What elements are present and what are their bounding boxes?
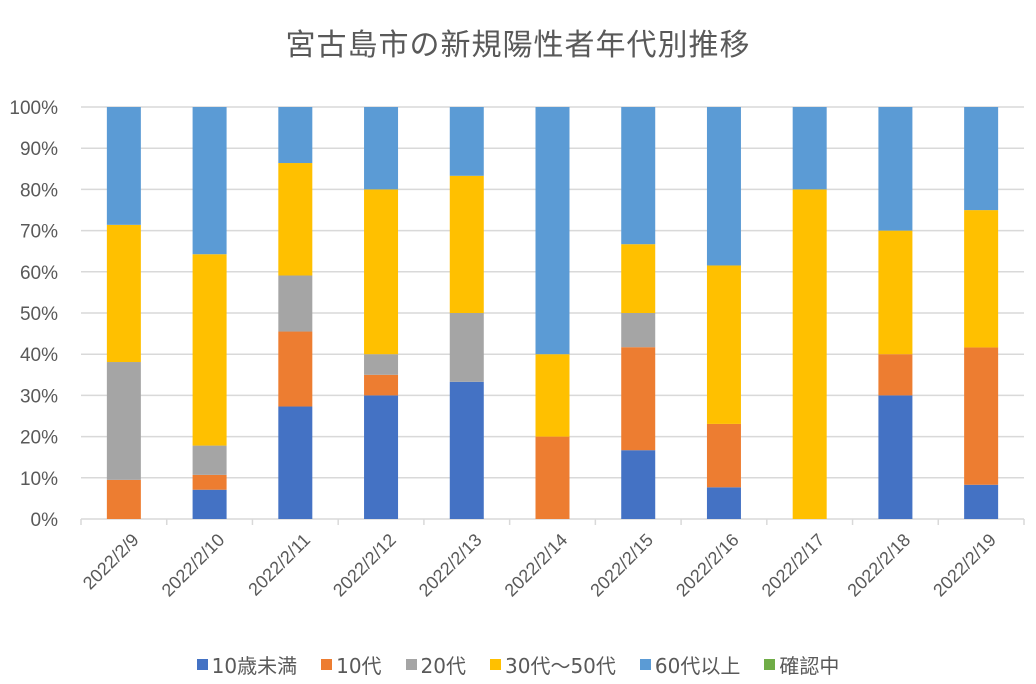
y-tick-label: 40%	[20, 345, 58, 366]
legend-swatch	[764, 659, 776, 670]
bar-segment	[449, 381, 484, 519]
bar-segment	[278, 275, 313, 332]
bar-segment	[364, 374, 399, 396]
y-tick-label: 10%	[20, 469, 58, 490]
bar-segment	[106, 479, 141, 519]
y-tick-label: 60%	[20, 263, 58, 284]
legend-item: 確認中	[764, 650, 839, 679]
bar-segment	[449, 107, 484, 176]
x-tick-label: 2022/2/17	[758, 530, 829, 601]
bar-segment	[449, 175, 484, 313]
bar-segment	[706, 107, 741, 266]
bar-segment	[192, 254, 227, 446]
bar-segment	[364, 189, 399, 355]
chart-title: 宮古島市の新規陽性者年代別推移	[285, 28, 751, 63]
bar-segment	[706, 487, 741, 519]
x-tick-label: 2022/2/16	[672, 530, 743, 601]
x-tick-label: 2022/2/13	[415, 530, 486, 601]
bar-segment	[278, 331, 313, 407]
y-tick-label: 50%	[20, 304, 58, 325]
legend-label: 30代～50代	[505, 654, 616, 678]
bar-segment	[106, 224, 141, 363]
x-tick-label: 2022/2/11	[244, 530, 314, 600]
x-tick-label: 2022/2/15	[586, 530, 657, 601]
legend-item: 10歳未満	[196, 650, 298, 679]
legend-item: 30代～50代	[490, 650, 616, 679]
bar-segment	[706, 423, 741, 488]
y-tick-label: 90%	[20, 139, 58, 160]
legend-label: 10代	[336, 654, 382, 678]
bar-segment	[192, 445, 227, 475]
x-tick-label: 2022/2/12	[329, 530, 400, 601]
bar-segment	[535, 354, 570, 437]
bar-segment	[192, 107, 227, 255]
bar-segment	[192, 474, 227, 490]
bar-segment	[621, 450, 656, 519]
bar-segment	[964, 107, 999, 211]
bar-segment	[621, 107, 656, 245]
chart-legend: 10歳未満 10代 20代 30代～50代 60代以上 確認中	[0, 650, 1036, 679]
bar-segment	[106, 107, 141, 225]
y-tick-label: 80%	[20, 180, 58, 201]
x-tick-label: 2022/2/19	[929, 530, 1000, 601]
bar-segment	[364, 354, 399, 375]
bar-segment	[535, 436, 570, 519]
legend-label: 60代以上	[654, 654, 741, 678]
bar-segment	[878, 354, 913, 396]
x-tick-label: 2022/2/14	[501, 530, 572, 601]
bar-segment	[621, 347, 656, 451]
bar-segment	[792, 189, 827, 519]
bar-segment	[449, 313, 484, 382]
legend-swatch	[405, 659, 417, 670]
bar-segment	[364, 395, 399, 519]
y-tick-label: 100%	[9, 98, 58, 119]
legend-swatch	[321, 659, 333, 670]
bar-segment	[535, 107, 570, 355]
bar-segment	[964, 210, 999, 348]
legend-label: 確認中	[779, 654, 840, 678]
bar-segment	[192, 489, 227, 519]
x-tick-label: 2022/2/18	[843, 530, 914, 601]
legend-item: 10代	[321, 650, 382, 679]
legend-swatch	[639, 659, 651, 670]
bar-segment	[278, 406, 313, 519]
bar-segment	[792, 107, 827, 190]
x-tick-label: 2022/2/9	[79, 530, 143, 594]
bar-segment	[964, 347, 999, 485]
bar-segment	[364, 107, 399, 190]
bar-segment	[706, 265, 741, 424]
bar-segment	[878, 107, 913, 231]
bar-segment	[621, 313, 656, 348]
x-tick-label: 2022/2/10	[158, 530, 229, 601]
y-tick-label: 70%	[20, 222, 58, 243]
legend-item: 20代	[405, 650, 466, 679]
bar-segment	[278, 107, 313, 164]
bar-segment	[106, 362, 141, 480]
y-tick-label: 20%	[20, 428, 58, 449]
bar-segment	[621, 244, 656, 313]
bar-segment	[278, 163, 313, 276]
legend-item: 60代以上	[639, 650, 741, 679]
legend-swatch	[196, 659, 208, 670]
legend-label: 10歳未満	[211, 654, 298, 678]
legend-label: 20代	[420, 654, 466, 678]
y-tick-label: 0%	[31, 510, 59, 531]
bar-segment	[878, 395, 913, 519]
legend-swatch	[490, 659, 501, 670]
bar-segment	[964, 484, 999, 519]
bar-segment	[878, 230, 913, 355]
y-tick-label: 30%	[20, 386, 58, 407]
